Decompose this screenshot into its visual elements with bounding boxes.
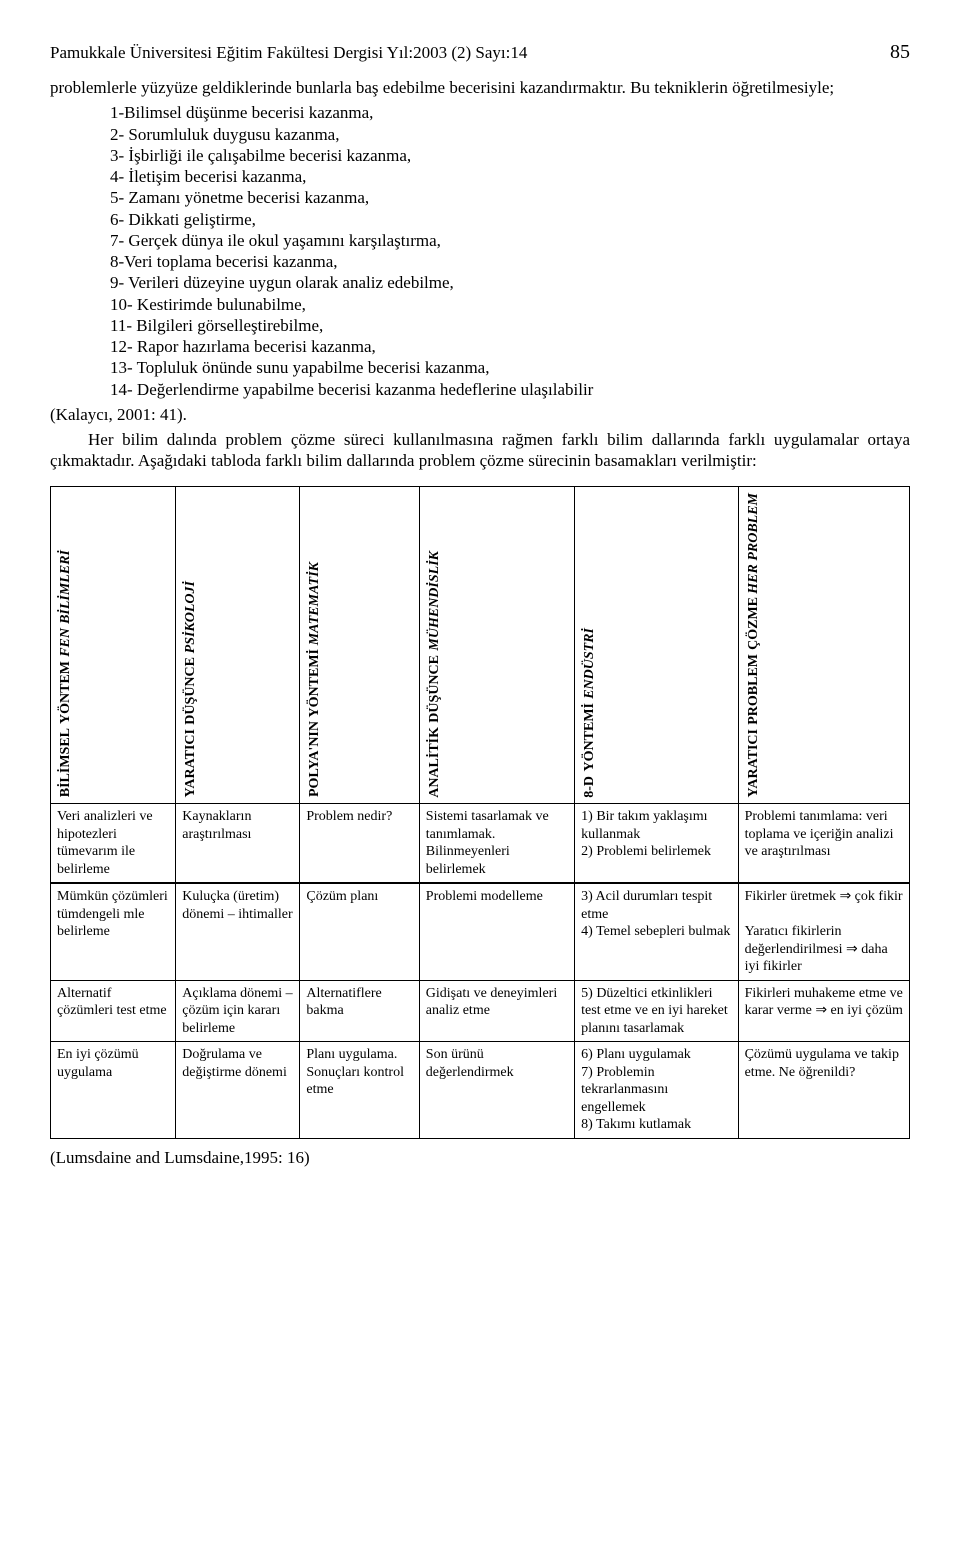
table-row: En iyi çözümü uygulamaDoğrulama ve değiş…	[51, 1042, 910, 1139]
skill-item: 4- İletişim becerisi kazanma,	[110, 166, 910, 187]
column-method: ÇÖZME	[745, 597, 763, 650]
skill-item: 3- İşbirliği ile çalışabilme becerisi ka…	[110, 145, 910, 166]
skill-item: 2- Sorumluluk duygusu kazanma,	[110, 124, 910, 145]
skill-item: 14- Değerlendirme yapabilme becerisi kaz…	[110, 379, 910, 400]
column-domain: ENDÜSTRİ	[581, 628, 599, 699]
methods-table: BİLİMSEL YÖNTEM FEN BİLİMLERİ YARATICI DÜŞÜNC…	[50, 486, 910, 1139]
skill-item: 7- Gerçek dünya ile okul yaşamını karşıl…	[110, 230, 910, 251]
column-method: YÖNTEM	[57, 661, 75, 724]
column-method: PROBLEM	[745, 654, 763, 725]
skill-item: 5- Zamanı yönetme becerisi kazanma,	[110, 187, 910, 208]
column-method: DÜŞÜNCE	[182, 657, 200, 725]
table-cell: Fikirleri muhakeme etme ve karar verme ⇒…	[738, 980, 909, 1042]
skill-item: 13- Topluluk önünde sunu yapabilme becer…	[110, 357, 910, 378]
column-domain: BİLİMLERİ	[57, 550, 75, 624]
column-header: POLYA'NIN YÖNTEMİ MATEMATİK	[300, 486, 419, 804]
table-cell: Açıklama dönemi – çözüm için kararı beli…	[176, 980, 300, 1042]
header-row: BİLİMSEL YÖNTEM FEN BİLİMLERİ YARATICI DÜŞÜNC…	[51, 486, 910, 804]
reference-line: (Kalaycı, 2001: 41).	[50, 404, 910, 425]
column-method: ANALİTİK	[426, 727, 444, 798]
column-domain: FEN	[57, 628, 75, 657]
column-method: YÖNTEMİ	[581, 703, 599, 771]
journal-title: Pamukkale Üniversitesi Eğitim Fakültesi …	[50, 42, 527, 63]
table-cell: 6) Planı uygulamak 7) Problemin tekrarla…	[575, 1042, 738, 1139]
column-header: BİLİMSEL YÖNTEM FEN BİLİMLERİ	[51, 486, 176, 804]
intro-paragraph: problemlerle yüzyüze geldiklerinde bunla…	[50, 77, 910, 98]
table-cell: Alternatif çözümleri test etme	[51, 980, 176, 1042]
table-cell: Gidişatı ve deneyimleri analiz etme	[419, 980, 574, 1042]
skill-item: 10- Kestirimde bulunabilme,	[110, 294, 910, 315]
table-cell: Kaynakların araştırılması	[176, 804, 300, 884]
table-cell: En iyi çözümü uygulama	[51, 1042, 176, 1139]
column-method: YÖNTEMİ	[306, 649, 324, 717]
table-body: Veri analizleri ve hipotezleri tümevarım…	[51, 804, 910, 1139]
table-cell: Veri analizleri ve hipotezleri tümevarım…	[51, 804, 176, 884]
column-domain: PSİKOLOJİ	[182, 581, 200, 653]
table-cell: Fikirler üretmek ⇒ çok fikir Yaratıcı fi…	[738, 883, 909, 980]
page-header: Pamukkale Üniversitesi Eğitim Fakültesi …	[50, 40, 910, 65]
column-domain: HER PROBLEM	[745, 493, 763, 594]
column-header: YARATICI PROBLEM ÇÖZME HER PROBLEM	[738, 486, 909, 804]
table-citation: (Lumsdaine and Lumsdaine,1995: 16)	[50, 1147, 910, 1168]
column-header: YARATICI DÜŞÜNCE PSİKOLOJİ	[176, 486, 300, 804]
table-row: Mümkün çözümleri tümdengeli mle belirlem…	[51, 883, 910, 980]
skill-item: 12- Rapor hazırlama becerisi kazanma,	[110, 336, 910, 357]
table-cell: 5) Düzeltici etkinlikleri test etme ve e…	[575, 980, 738, 1042]
skill-item: 1-Bilimsel düşünme becerisi kazanma,	[110, 102, 910, 123]
table-cell: Problem nedir?	[300, 804, 419, 884]
table-cell: Son ürünü değerlendirmek	[419, 1042, 574, 1139]
skill-item: 8-Veri toplama becerisi kazanma,	[110, 251, 910, 272]
column-domain: MÜHENDİSLİK	[426, 551, 444, 651]
table-cell: Planı uygulama. Sonuçları kontrol etme	[300, 1042, 419, 1139]
table-cell: Alternatiflere bakma	[300, 980, 419, 1042]
column-header: 8-D YÖNTEMİ ENDÜSTRİ	[575, 486, 738, 804]
skill-item: 9- Verileri düzeyine uygun olarak analiz…	[110, 272, 910, 293]
skill-item: 6- Dikkati geliştirme,	[110, 209, 910, 230]
column-domain: MATEMATİK	[306, 562, 324, 645]
table-cell: Kuluçka (üretim) dönemi – ihtimaller	[176, 883, 300, 980]
table-cell: Doğrulama ve değiştirme dönemi	[176, 1042, 300, 1139]
column-method: 8-D	[581, 776, 599, 798]
table-cell: Sistemi tasarlamak ve tanımlamak. Bilinm…	[419, 804, 574, 884]
table-cell: Mümkün çözümleri tümdengeli mle belirlem…	[51, 883, 176, 980]
table-row: Alternatif çözümleri test etmeAçıklama d…	[51, 980, 910, 1042]
page-number: 85	[890, 40, 910, 65]
table-row: Veri analizleri ve hipotezleri tümevarım…	[51, 804, 910, 884]
column-method: YARATICI	[182, 729, 200, 797]
skills-list: 1-Bilimsel düşünme becerisi kazanma,2- S…	[110, 102, 910, 400]
skill-item: 11- Bilgileri görselleştirebilme,	[110, 315, 910, 336]
table-cell: Çözüm planı	[300, 883, 419, 980]
bridge-paragraph: Her bilim dalında problem çözme süreci k…	[50, 429, 910, 472]
table-cell: Problemi tanımlama: veri toplama ve içer…	[738, 804, 909, 884]
table-cell: 1) Bir takım yaklaşımı kullanmak 2) Prob…	[575, 804, 738, 884]
table-header: BİLİMSEL YÖNTEM FEN BİLİMLERİ YARATICI DÜŞÜNC…	[51, 486, 910, 804]
table-cell: Çözümü uygulama ve takip etme. Ne öğreni…	[738, 1042, 909, 1139]
column-method: BİLİMSEL	[57, 728, 75, 797]
table-cell: Problemi modelleme	[419, 883, 574, 980]
column-method: DÜŞÜNCE	[426, 655, 444, 723]
column-method: POLYA'NIN	[306, 721, 324, 797]
table-cell: 3) Acil durumları tespit etme 4) Temel s…	[575, 883, 738, 980]
column-header: ANALİTİK DÜŞÜNCE MÜHENDİSLİK	[419, 486, 574, 804]
column-method: YARATICI	[745, 729, 763, 797]
